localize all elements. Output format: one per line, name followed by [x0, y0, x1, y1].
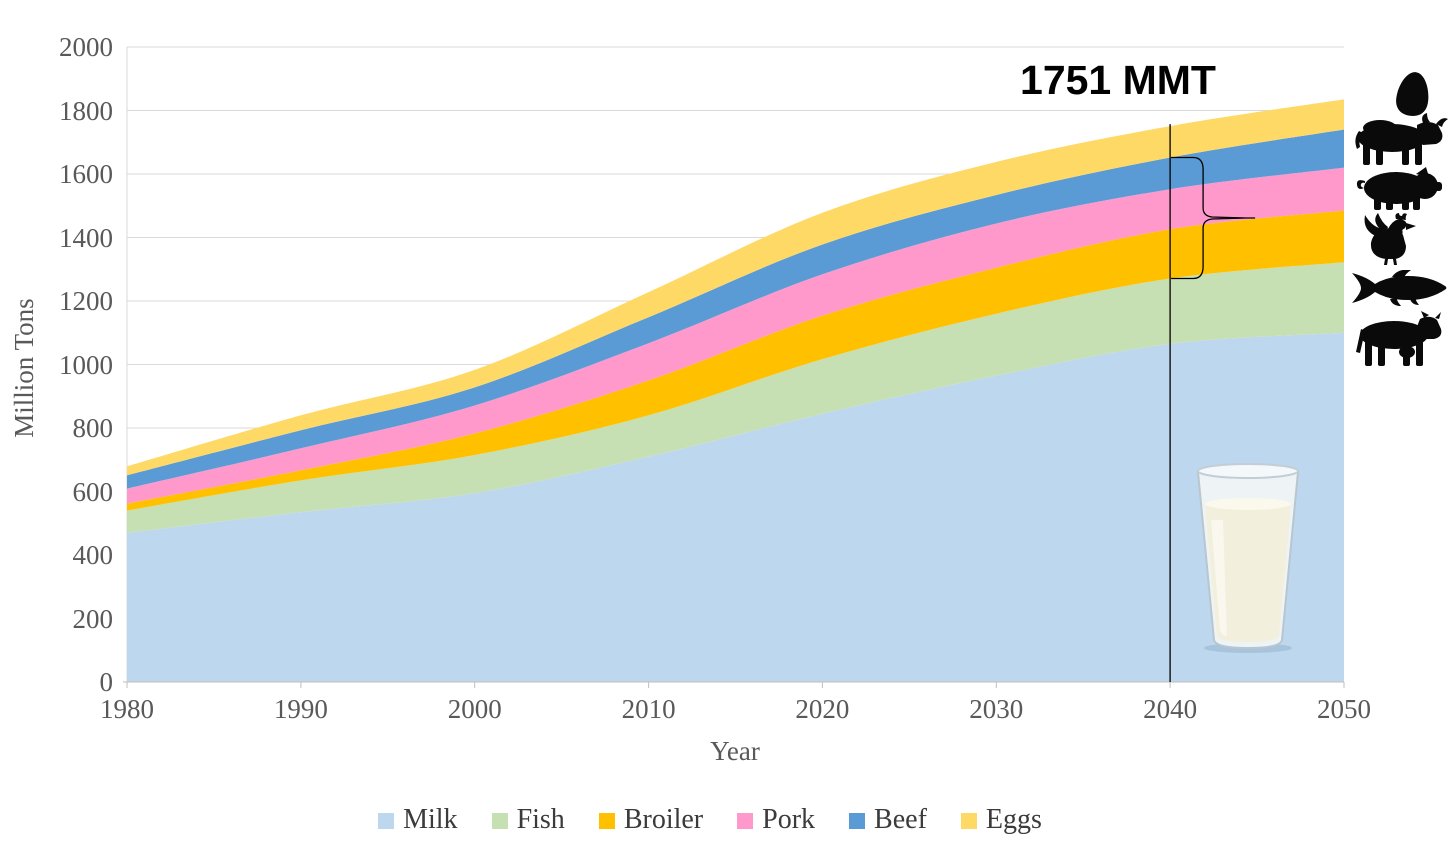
x-tick-label-1980: 1980: [100, 694, 154, 724]
egg-icon: [1396, 72, 1429, 117]
x-tick-label-2010: 2010: [621, 694, 676, 724]
legend-swatch-beef: [849, 813, 866, 829]
legend-label: Milk: [403, 804, 458, 835]
meat-brace: [1171, 156, 1256, 280]
x-tick-label-2040: 2040: [1143, 694, 1198, 724]
y-tick-label-1000: 1000: [59, 349, 113, 380]
legend-item-milk: Milk: [378, 804, 458, 836]
legend-swatch-eggs: [960, 813, 977, 829]
legend-item-eggs: Eggs: [960, 804, 1042, 836]
y-axis-title: Million Tons: [9, 298, 39, 438]
y-tick-label-1200: 1200: [59, 286, 113, 316]
rooster-icon: [1364, 213, 1416, 265]
pig-icon: [1356, 167, 1442, 210]
legend-swatch-milk: [378, 813, 395, 829]
area-milk: [127, 332, 1344, 682]
legend-swatch-broiler: [598, 813, 615, 829]
y-tick-label-1400: 1400: [59, 222, 113, 253]
legend-item-fish: Fish: [491, 804, 565, 836]
y-tick-label-200: 200: [72, 603, 114, 634]
bull-icon: [1355, 113, 1448, 165]
legend-label: Pork: [762, 804, 816, 835]
y-tick-label-1800: 1800: [59, 95, 113, 126]
area-broiler: [127, 210, 1344, 511]
legend-swatch-fish: [491, 813, 508, 829]
x-tick-label-2030: 2030: [969, 694, 1024, 724]
area-eggs: [127, 99, 1344, 476]
y-tick-label-800: 800: [72, 413, 114, 443]
legend-label: Broiler: [623, 804, 704, 835]
legend-item-pork: Pork: [737, 804, 815, 836]
milk-glass-image: [1196, 463, 1300, 653]
x-axis-title: Year: [710, 736, 760, 766]
y-tick-label-600: 600: [72, 476, 114, 507]
fish-icon: [1352, 270, 1447, 306]
area-beef: [127, 129, 1344, 489]
area-pork: [127, 167, 1344, 504]
area-fish: [127, 262, 1344, 533]
legend-swatch-pork: [737, 813, 754, 829]
legend-label: Fish: [516, 804, 565, 835]
y-tick-label-0: 0: [99, 667, 114, 697]
legend-item-beef: Beef: [849, 804, 927, 836]
legend-item-broiler: Broiler: [598, 804, 704, 836]
legend-label: Eggs: [985, 804, 1042, 835]
y-tick-label-2000: 2000: [59, 32, 113, 62]
x-tick-label-2000: 2000: [447, 694, 502, 724]
y-tick-label-400: 400: [72, 540, 114, 570]
legend-label: Beef: [874, 804, 927, 835]
cow-icon: [1356, 311, 1442, 366]
legend: Milk Fish Broiler Pork Beef Eggs: [0, 804, 1420, 836]
x-tick-label-1990: 1990: [273, 694, 328, 724]
x-tick-label-2050: 2050: [1317, 694, 1371, 724]
x-tick-label-2020: 2020: [795, 694, 850, 724]
y-tick-label-1600: 1600: [59, 159, 113, 189]
annotation-total-2040: 1751 MMT: [1020, 57, 1216, 103]
